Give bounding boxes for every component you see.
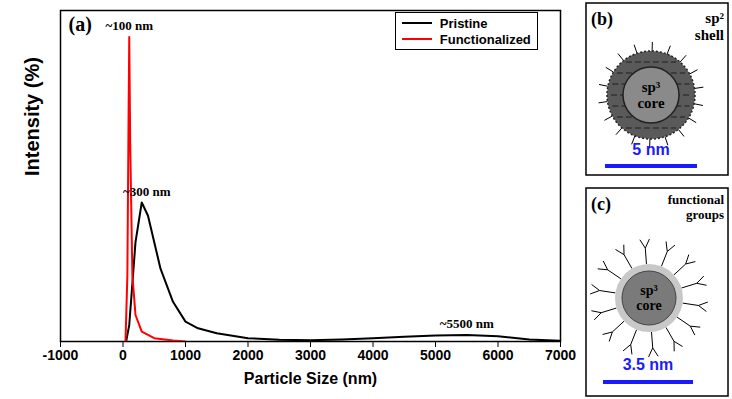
svg-text:sp³: sp³: [642, 79, 661, 95]
svg-text:0: 0: [119, 347, 127, 363]
svg-text:5 nm: 5 nm: [632, 141, 669, 158]
svg-text:(a): (a): [69, 13, 92, 36]
svg-text:core: core: [637, 95, 665, 111]
svg-text:~100 nm: ~100 nm: [105, 18, 153, 33]
svg-text:groups: groups: [686, 207, 724, 222]
html-text:Functionalized: Functionalized: [439, 31, 531, 47]
svg-text:7000: 7000: [545, 347, 576, 363]
svg-text:(b): (b): [591, 9, 613, 30]
svg-text:6000: 6000: [482, 347, 513, 363]
svg-text:sp²: sp²: [705, 10, 724, 26]
svg-text:Particle Size (nm): Particle Size (nm): [244, 370, 377, 387]
svg-text:3000: 3000: [295, 347, 326, 363]
svg-text:sp³: sp³: [640, 283, 657, 298]
svg-text:1000: 1000: [170, 347, 201, 363]
svg-text:2000: 2000: [232, 347, 263, 363]
svg-text:(c): (c): [591, 194, 611, 215]
svg-text:4000: 4000: [357, 347, 388, 363]
html-text:Pristine: Pristine: [439, 15, 488, 31]
svg-text:core: core: [636, 298, 661, 313]
svg-text:3.5 nm: 3.5 nm: [623, 356, 674, 373]
svg-text:shell: shell: [695, 27, 724, 43]
svg-text:-1000: -1000: [43, 347, 79, 363]
svg-text:~5500 nm: ~5500 nm: [440, 316, 494, 331]
svg-text:~300 nm: ~300 nm: [123, 184, 171, 199]
svg-text:functional: functional: [668, 192, 725, 207]
svg-text:Intensity (%): Intensity (%): [21, 57, 43, 176]
svg-text:5000: 5000: [420, 347, 451, 363]
